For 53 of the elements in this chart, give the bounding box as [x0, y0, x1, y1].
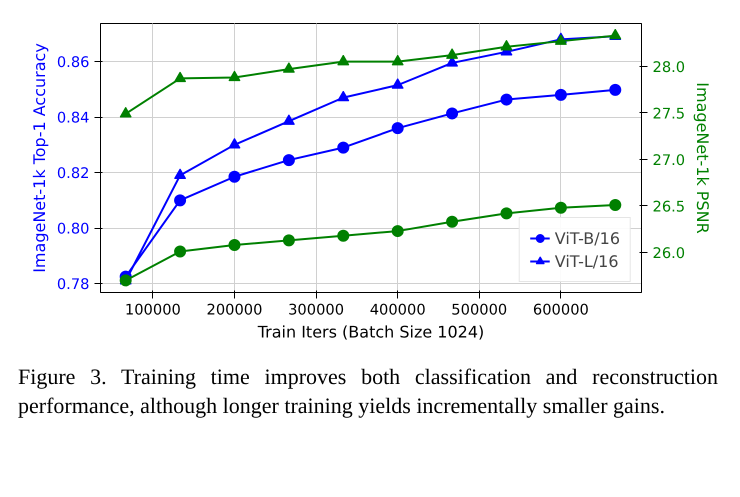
point	[228, 239, 240, 252]
legend-label: ViT-B/16	[554, 228, 620, 248]
point	[120, 106, 132, 118]
point	[392, 78, 404, 89]
x-tick-label: 400000	[370, 302, 426, 318]
point	[446, 216, 458, 228]
point	[446, 48, 458, 59]
x-axis-title: Train Iters (Batch Size 1024)	[256, 322, 484, 342]
point	[392, 54, 404, 66]
point	[500, 94, 512, 106]
point	[500, 40, 512, 50]
point	[174, 72, 186, 82]
x-tick-label: 600000	[532, 302, 589, 318]
y-axis-title: ImageNet-1k Top-1 Accuracy	[30, 43, 49, 273]
caption: Figure 3. Training time improves both classification and reconstruction performance, although longer training yields incrementally smaller gains.	[18, 363, 718, 420]
point	[282, 62, 295, 73]
y-tick-label: 0.78	[56, 276, 90, 294]
y2-tick-label: 27.5	[652, 105, 686, 122]
point	[282, 154, 295, 166]
y-tick-label: 0.84	[56, 110, 90, 127]
y-tick-label: 0.86	[56, 54, 90, 72]
point	[174, 194, 186, 206]
y-tick-label: 0.80	[56, 220, 90, 238]
y2-tick-label: 28.0	[652, 58, 686, 76]
point	[609, 199, 622, 211]
point	[609, 84, 622, 96]
point	[174, 246, 186, 258]
point	[174, 168, 186, 180]
y2-tick-label: 27.0	[652, 152, 686, 169]
x-tick-label: 200000	[206, 302, 262, 318]
point	[392, 122, 404, 134]
point	[392, 225, 404, 238]
point	[337, 54, 350, 66]
y2-tick-label: 26.0	[652, 244, 686, 262]
x-tick-label: 500000	[451, 302, 508, 318]
x-tick-label: 300000	[288, 302, 344, 318]
point	[282, 234, 295, 246]
point	[228, 138, 240, 148]
point	[337, 230, 350, 242]
point	[337, 90, 350, 102]
x-tick-label: 100000	[124, 302, 181, 318]
point	[282, 114, 295, 125]
y2-axis-title: ImageNet-1k PSNR	[693, 82, 712, 234]
legend-label: ViT-L/16	[554, 252, 618, 270]
point	[337, 142, 350, 154]
point	[446, 107, 458, 120]
point	[554, 88, 567, 101]
point	[554, 202, 567, 214]
point	[228, 170, 240, 183]
y2-tick-label: 26.5	[652, 198, 686, 216]
point	[500, 207, 512, 220]
y-tick-label: 0.82	[56, 165, 90, 182]
point	[228, 70, 240, 82]
